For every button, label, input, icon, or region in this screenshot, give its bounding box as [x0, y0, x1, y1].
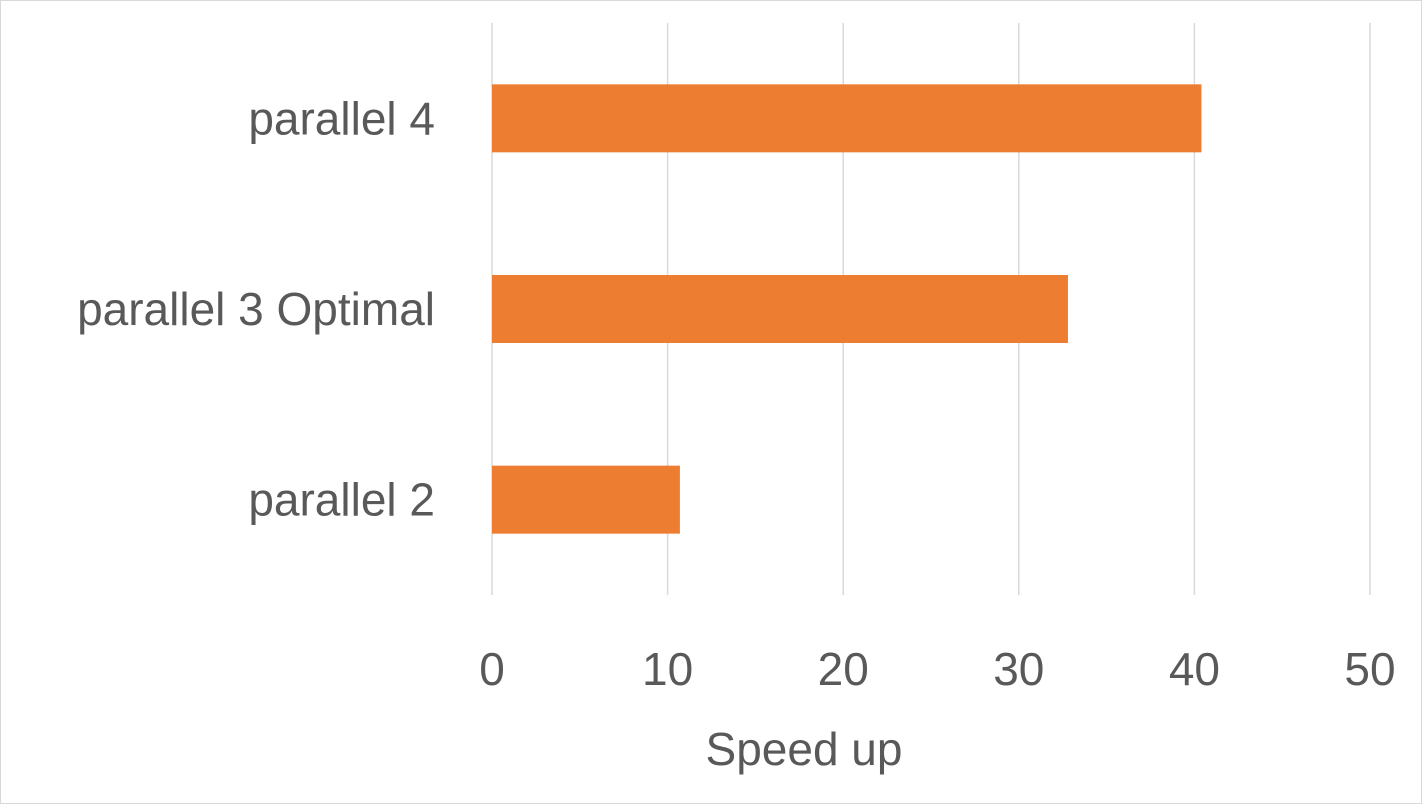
x-tick-label-50: 50	[1344, 643, 1395, 695]
x-tick-label-0: 0	[479, 643, 505, 695]
x-axis-title: Speed up	[706, 723, 903, 775]
x-tick-label-30: 30	[993, 643, 1044, 695]
bar-parallel-2	[492, 465, 680, 534]
x-tick-labels: 0 10 20 30 40 50	[479, 643, 1395, 695]
bar-parallel-3-optimal	[492, 275, 1068, 343]
category-label-parallel-2: parallel 2	[248, 474, 435, 526]
bar-parallel-4	[492, 84, 1202, 153]
x-tick-label-40: 40	[1169, 643, 1220, 695]
bars	[492, 84, 1202, 534]
x-tick-label-20: 20	[818, 643, 869, 695]
x-tick-label-10: 10	[642, 643, 693, 695]
category-label-parallel-3-optimal: parallel 3 Optimal	[77, 283, 435, 335]
category-label-parallel-4: parallel 4	[248, 92, 435, 144]
category-labels: parallel 2 parallel 3 Optimal parallel 4	[77, 92, 435, 525]
